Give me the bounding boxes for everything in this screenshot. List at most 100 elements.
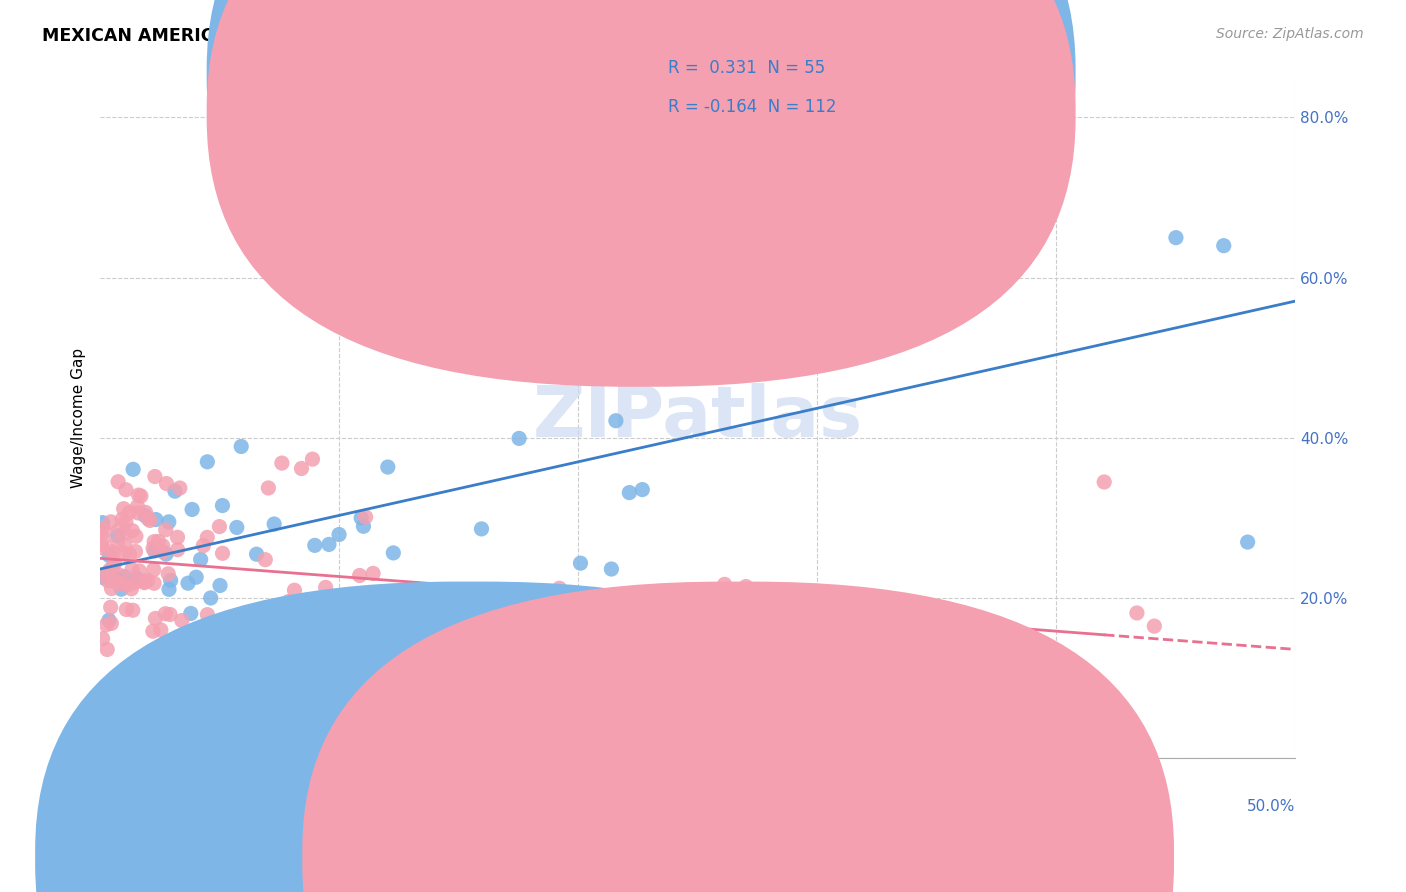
Point <box>170 614 193 628</box>
Point <box>735 580 758 594</box>
Point <box>155 476 177 491</box>
Point <box>315 581 337 595</box>
Point <box>166 530 188 544</box>
Point <box>103 546 125 560</box>
Text: Source: ZipAtlas.com: Source: ZipAtlas.com <box>1216 27 1364 41</box>
Point <box>211 546 233 560</box>
Point <box>208 519 231 533</box>
Point <box>90 522 112 536</box>
Point <box>287 597 309 611</box>
Point <box>105 575 128 590</box>
Point <box>93 524 115 538</box>
Point <box>231 440 253 454</box>
Point <box>90 537 112 551</box>
Point <box>231 624 253 639</box>
Point <box>299 626 322 640</box>
Point <box>318 537 340 551</box>
Point <box>1236 535 1258 549</box>
Point <box>91 632 114 646</box>
Point <box>121 603 143 617</box>
Point <box>90 541 112 555</box>
Point <box>221 688 243 702</box>
Point <box>166 542 188 557</box>
Point <box>619 485 641 500</box>
Point <box>508 431 530 445</box>
Point <box>142 541 165 556</box>
Point <box>91 532 114 546</box>
Text: Mexican American Indians: Mexican American Indians <box>492 850 693 864</box>
Point <box>125 572 148 586</box>
Point <box>349 568 371 582</box>
Point <box>979 678 1001 692</box>
Y-axis label: Wage/Income Gap: Wage/Income Gap <box>72 348 86 488</box>
Text: Immigrants from Guyana: Immigrants from Guyana <box>759 850 950 864</box>
Point <box>145 512 167 526</box>
Point <box>114 515 136 529</box>
Point <box>263 516 285 531</box>
Point <box>125 529 148 543</box>
Point <box>98 549 121 563</box>
Point <box>197 607 219 622</box>
Point <box>277 594 299 608</box>
Point <box>567 230 589 244</box>
Point <box>129 489 152 503</box>
Point <box>155 547 177 561</box>
Point <box>100 616 122 631</box>
Point <box>142 624 165 639</box>
Point <box>1092 475 1115 489</box>
Point <box>114 538 136 552</box>
Point <box>155 523 177 537</box>
Point <box>118 577 141 591</box>
Point <box>108 523 131 537</box>
Point <box>121 562 143 576</box>
Point <box>107 475 129 489</box>
Point <box>245 547 267 561</box>
Point <box>211 499 233 513</box>
Point <box>270 456 292 470</box>
Point <box>101 560 124 574</box>
Point <box>157 566 180 581</box>
Point <box>143 576 166 591</box>
Point <box>112 501 135 516</box>
Point <box>304 538 326 552</box>
Point <box>335 629 357 643</box>
Point <box>114 525 136 540</box>
Point <box>98 613 121 627</box>
Point <box>328 527 350 541</box>
Point <box>111 577 134 591</box>
Point <box>157 515 180 529</box>
Point <box>765 592 787 607</box>
Point <box>591 334 613 349</box>
Point <box>1164 230 1187 244</box>
Point <box>193 539 215 553</box>
Point <box>231 607 253 622</box>
Point <box>350 511 373 525</box>
Point <box>180 607 202 621</box>
Point <box>107 529 129 543</box>
Point <box>352 519 374 533</box>
Point <box>96 567 118 582</box>
Point <box>716 648 738 663</box>
Text: 0.0%: 0.0% <box>100 799 139 814</box>
Point <box>148 534 170 549</box>
Point <box>124 575 146 590</box>
Text: R = -0.164  N = 112: R = -0.164 N = 112 <box>668 98 837 116</box>
Point <box>1212 238 1234 252</box>
Point <box>100 582 122 596</box>
Point <box>195 530 218 544</box>
Point <box>135 505 157 519</box>
Point <box>114 569 136 583</box>
Point <box>105 535 128 549</box>
Point <box>319 663 342 677</box>
Point <box>118 506 141 520</box>
Point <box>754 667 776 681</box>
Point <box>103 574 125 589</box>
Point <box>118 547 141 561</box>
Point <box>145 611 167 625</box>
Point <box>423 135 446 149</box>
Point <box>548 582 571 596</box>
Point <box>100 544 122 558</box>
Point <box>91 570 114 584</box>
Point <box>159 607 181 622</box>
Point <box>354 510 377 524</box>
